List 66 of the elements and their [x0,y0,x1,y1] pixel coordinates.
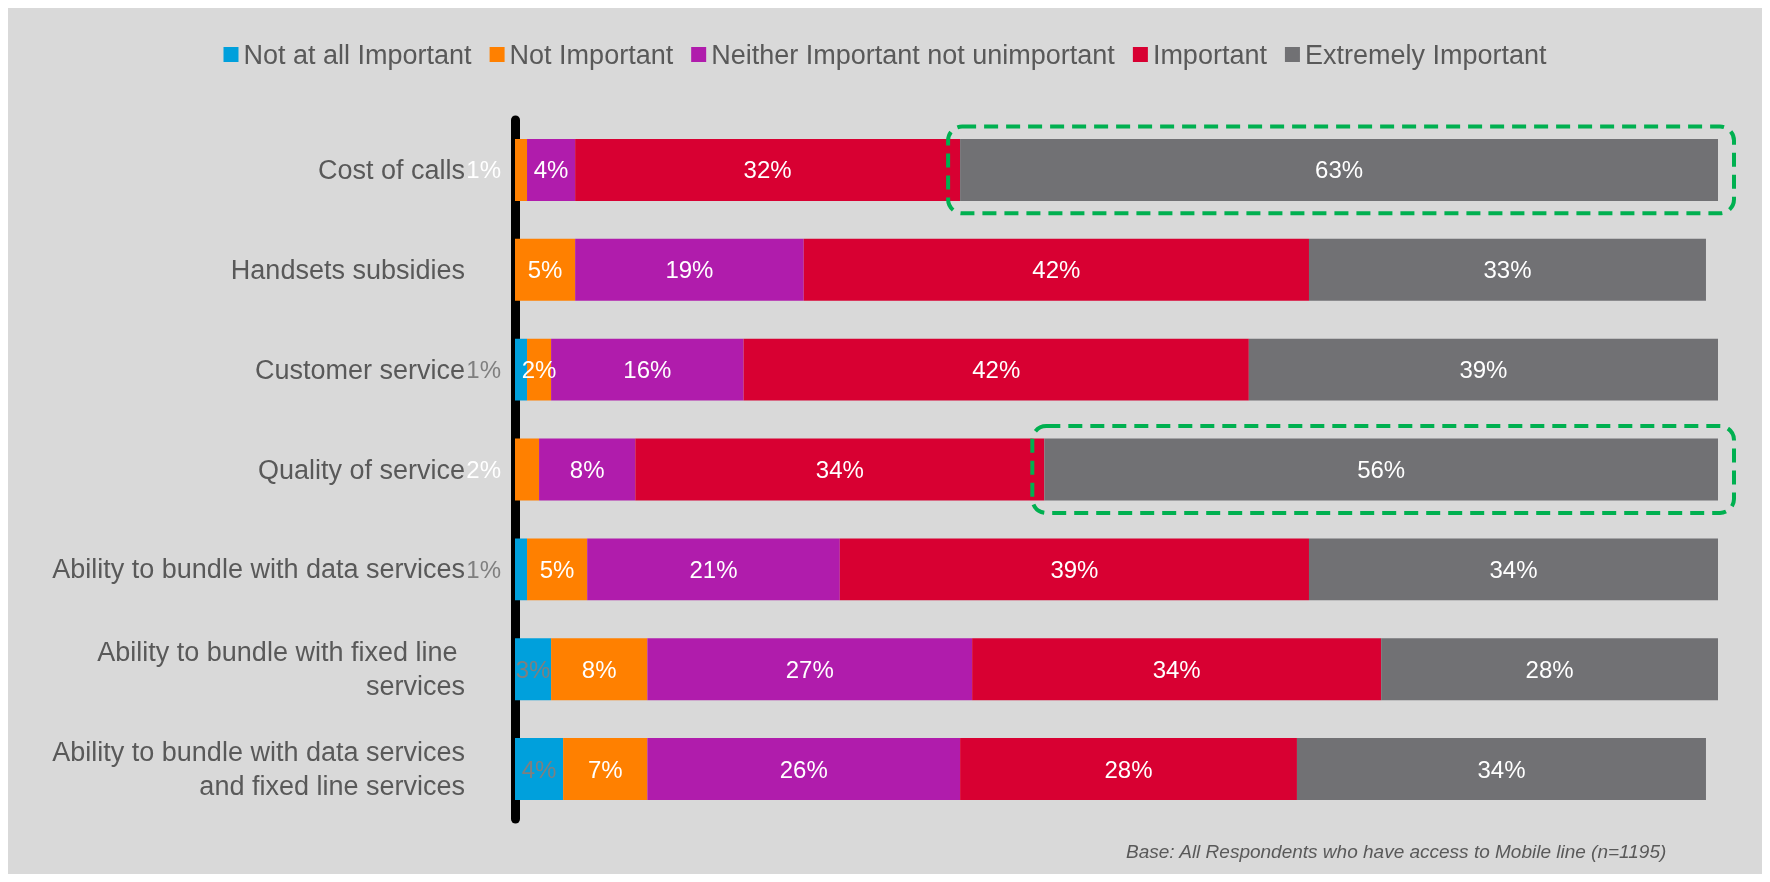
y-tick-label: Cost of calls [317,154,465,185]
data-label: 39% [1050,555,1099,583]
data-label: 33% [1483,256,1532,284]
bar [803,238,1309,301]
data-label: 8% [581,655,617,683]
bar [1248,338,1718,401]
data-label: 39% [1459,356,1508,384]
legend-label: Not Important [509,39,674,70]
data-label: 1% [466,555,501,583]
data-label: 4% [521,755,557,783]
bar [539,438,636,501]
bar [515,238,576,301]
bar [839,538,1309,601]
text: Base: All Respondents who have access to Mobile line (n=1195) [1126,841,1667,862]
data-label: 32% [743,156,792,184]
data-label: 5% [539,555,575,583]
data-label: 34% [1489,555,1538,583]
bar [972,638,1382,701]
bar [743,338,1249,401]
data-label: 63% [1315,156,1364,184]
data-label: 5% [527,256,563,284]
data-label: 28% [1104,755,1153,783]
data-label: 4% [533,156,569,184]
data-label: 7% [587,755,623,783]
y-tick-label: Ability to bundle with data services [52,554,465,585]
y-tick-label: Ability to bundle with data services and fixed line services [52,737,465,802]
y-tick-label: Handsets subsidies [230,254,465,285]
legend-label: Not at all Important [243,39,473,70]
data-label: 27% [785,655,834,683]
data-label: 26% [779,755,828,783]
bar [563,738,648,801]
data-label: 1% [466,356,501,384]
bar [647,638,973,701]
bar [527,538,588,601]
data-label: 42% [1032,256,1081,284]
data-label: 34% [1477,755,1526,783]
legend-label: Important [1152,39,1268,70]
bar [527,138,576,201]
data-label: 16% [623,356,672,384]
bar [515,438,540,501]
bar [647,738,961,801]
bar [1381,638,1718,701]
bar [515,538,528,601]
data-label: 19% [665,256,714,284]
data-label: 28% [1525,655,1574,683]
data-label: 34% [815,456,864,483]
bar [960,738,1297,801]
bar [515,138,528,201]
y-tick-label: Customer service [254,354,465,385]
bar [587,538,840,601]
bar [515,738,564,801]
legend-label: Extremely Important [1304,39,1547,70]
data-label: 56% [1357,456,1406,483]
data-label: 8% [569,456,605,483]
bar [551,638,648,701]
bar [575,238,804,301]
y-tick-label: Ability to bundle with fixed line services [97,637,465,702]
data-label: 21% [689,555,738,583]
bar [1296,738,1706,801]
data-label: 3% [515,655,551,683]
data-label: 34% [1152,655,1201,683]
y-tick-label: Quality of service [257,454,465,485]
legend-label: Neither Important not unimportant [711,39,1116,70]
data-label: 42% [972,356,1021,384]
bar [1308,538,1718,601]
bar [1308,238,1706,301]
